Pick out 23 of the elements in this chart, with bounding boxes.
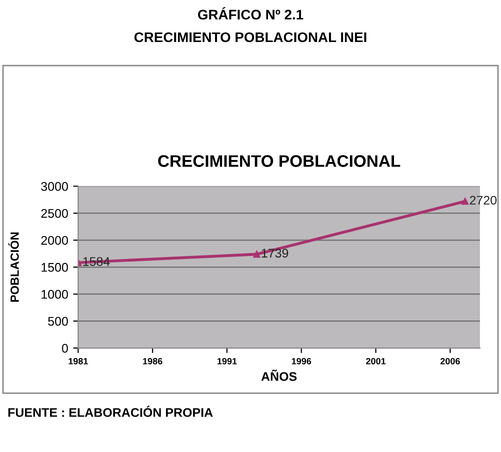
x-tick-label: 2001 <box>366 358 386 364</box>
y-tick-label: 2500 <box>41 208 68 218</box>
y-axis-title: POBLACIÓN <box>8 232 19 302</box>
x-tick-label: 1991 <box>218 358 237 364</box>
y-tick-label: 3000 <box>41 182 68 191</box>
x-tick-label: 2006 <box>440 358 460 364</box>
point <box>253 250 260 258</box>
chart-title: CRECIMIENTO POBLACIONAL <box>158 155 400 167</box>
y-tick-label: 2000 <box>41 236 68 245</box>
data-label: 1739 <box>262 248 288 258</box>
x-tick-label: 1996 <box>292 358 312 364</box>
y-tick-label: 500 <box>48 316 68 326</box>
y-tick-label: 1000 <box>42 290 68 299</box>
x-tick-label: 1981 <box>68 358 88 364</box>
data-label: 2720 <box>470 196 497 205</box>
x-tick-label: 1986 <box>143 358 162 364</box>
text: GRÁFICO Nº 2.1 <box>198 7 304 20</box>
text: CRECIMIENTO POBLACIONAL INEI <box>134 32 366 42</box>
y-tick-label: 1500 <box>42 262 68 272</box>
y-tick-label: 0 <box>62 344 68 353</box>
source-note: FUENTE : ELABORACIÓN PROPIA <box>8 406 213 417</box>
point <box>462 198 469 205</box>
x-axis-title: AÑOS <box>261 370 297 381</box>
